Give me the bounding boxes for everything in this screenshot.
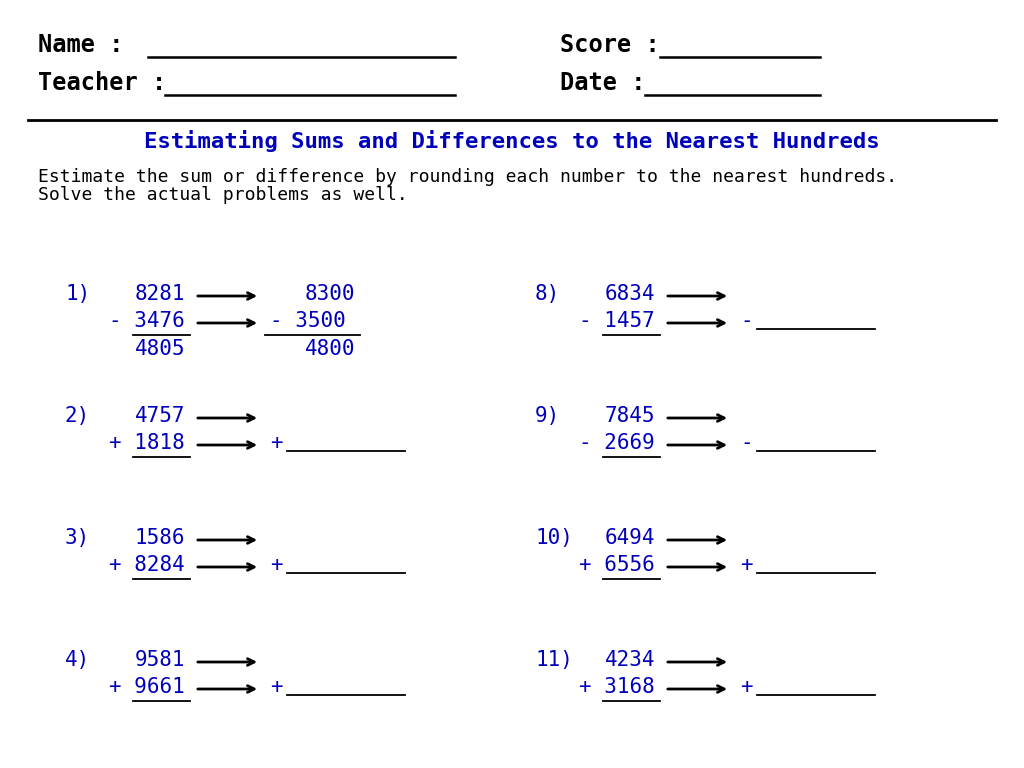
Text: + 3168: + 3168 [580, 677, 655, 697]
Text: 8300: 8300 [304, 284, 355, 304]
Text: - 3476: - 3476 [110, 311, 185, 331]
Text: + 9661: + 9661 [110, 677, 185, 697]
Text: 1586: 1586 [134, 528, 185, 548]
Text: 1): 1) [65, 284, 90, 304]
Text: 4234: 4234 [604, 650, 655, 670]
Text: 7845: 7845 [604, 406, 655, 426]
Text: 4805: 4805 [134, 339, 185, 359]
Text: +: + [270, 677, 283, 697]
Text: -: - [740, 311, 753, 331]
Text: Estimating Sums and Differences to the Nearest Hundreds: Estimating Sums and Differences to the N… [144, 130, 880, 152]
Text: Date :: Date : [560, 71, 645, 95]
Text: Name :: Name : [38, 33, 124, 57]
Text: 9): 9) [535, 406, 560, 426]
Text: 9581: 9581 [134, 650, 185, 670]
Text: 10): 10) [535, 528, 572, 548]
Text: + 8284: + 8284 [110, 555, 185, 575]
Text: Solve the actual problems as well.: Solve the actual problems as well. [38, 186, 408, 204]
Text: + 1818: + 1818 [110, 433, 185, 453]
Text: 6834: 6834 [604, 284, 655, 304]
Text: - 3500: - 3500 [270, 311, 346, 331]
Text: +: + [270, 555, 283, 575]
Text: Score :: Score : [560, 33, 659, 57]
Text: 11): 11) [535, 650, 572, 670]
Text: Estimate the sum or difference by rounding each number to the nearest hundreds.: Estimate the sum or difference by roundi… [38, 168, 897, 186]
Text: -: - [740, 433, 753, 453]
Text: 3): 3) [65, 528, 90, 548]
Text: +: + [270, 433, 283, 453]
Text: 2): 2) [65, 406, 90, 426]
Text: + 6556: + 6556 [580, 555, 655, 575]
Text: 4800: 4800 [304, 339, 355, 359]
Text: 4): 4) [65, 650, 90, 670]
Text: Teacher :: Teacher : [38, 71, 166, 95]
Text: 6494: 6494 [604, 528, 655, 548]
Text: +: + [740, 555, 753, 575]
Text: - 1457: - 1457 [580, 311, 655, 331]
Text: +: + [740, 677, 753, 697]
Text: - 2669: - 2669 [580, 433, 655, 453]
Text: 8281: 8281 [134, 284, 185, 304]
Text: 8): 8) [535, 284, 560, 304]
Text: 4757: 4757 [134, 406, 185, 426]
